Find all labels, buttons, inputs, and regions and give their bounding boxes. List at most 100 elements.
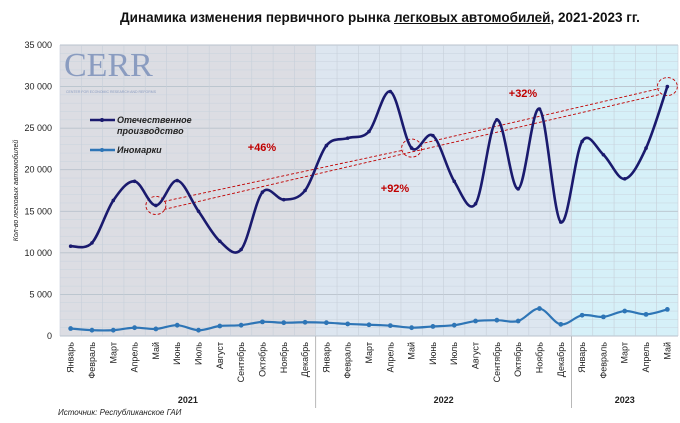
data-point [644,146,648,150]
x-tick-label: Январь [577,342,587,373]
y-tick-label: 10 000 [24,248,52,258]
data-point [345,321,351,327]
data-point [260,190,265,194]
title-part: Динамика изменения первичного рынка [120,10,394,25]
x-tick-label: Июль [194,342,204,365]
data-point [90,241,94,245]
data-point [367,129,371,134]
year-label: 2023 [615,395,635,405]
x-tick-label: Март [108,342,118,364]
data-point [153,326,159,332]
data-point [387,323,393,329]
y-tick-label: 5 000 [29,289,52,299]
data-point [451,322,457,328]
data-point [431,133,435,138]
data-point [601,314,606,320]
data-point [110,327,116,333]
data-point [132,325,137,331]
data-point [580,139,584,144]
data-point [473,202,478,206]
x-tick-label: Июль [449,342,459,365]
annotation-32: +32% [509,88,538,100]
data-point [260,319,265,325]
title-part: , 2021-2023 гг. [550,10,640,25]
data-point [430,324,436,329]
x-tick-label: Апрель [130,342,140,373]
y-tick-label: 25 000 [24,123,52,133]
x-tick-label: Ноябрь [534,342,544,374]
data-point [366,322,372,328]
highlight-circle [145,196,167,215]
x-tick-label: Февраль [598,342,608,379]
data-point [218,239,222,244]
x-tick-label: Февраль [87,342,97,379]
data-point [196,209,201,214]
y-tick-label: 30 000 [24,82,52,92]
data-point [239,247,243,252]
data-point [643,311,649,317]
x-tick-label: Январь [321,342,331,373]
data-point [302,319,308,325]
data-point [388,89,393,94]
data-point [111,198,116,203]
x-tick-label: Апрель [385,342,395,373]
data-point [68,326,74,331]
annotation-92: +92% [381,183,410,195]
x-tick-label: Июнь [428,342,438,365]
x-tick-label: Март [620,342,630,364]
data-point [409,146,414,150]
data-point [558,220,563,224]
y-axis-label: Кол-во легковых автомобилей [12,140,20,242]
x-tick-label: Май [151,342,161,360]
data-point [324,143,329,148]
data-point [238,322,244,328]
cerr-logo-subtitle: CENTER FOR ECONOMIC RESEARCH AND REFORMS [66,90,157,94]
data-point [196,327,201,333]
data-point [281,320,287,326]
year-label: 2022 [434,395,454,405]
data-point [664,306,670,312]
x-tick-label: Январь [66,342,76,373]
data-point [537,107,542,111]
data-point [175,178,180,183]
x-tick-label: Февраль [343,342,353,379]
data-point [132,179,137,184]
data-point [303,188,307,193]
data-point [409,325,415,331]
y-tick-label: 0 [47,331,52,341]
data-point [515,318,521,324]
data-point [495,118,499,122]
x-tick-label: Октябрь [257,342,267,377]
x-tick-label: Октябрь [513,342,523,377]
growth-line-32 [419,88,660,145]
title-underlined: легковых автомобилей [393,10,551,25]
data-point [558,321,564,327]
growth-line-46 [163,149,404,202]
legend-label-cont: производство [117,126,184,136]
legend-marker [100,148,104,152]
data-point [217,323,223,329]
data-point [452,179,457,184]
x-tick-label: Декабрь [556,342,566,377]
data-point [494,317,500,323]
x-tick-label: Сентябрь [492,342,502,383]
legend-label: Отечественное [117,115,192,125]
x-tick-label: Декабрь [300,342,310,377]
x-tick-label: Август [471,342,481,369]
data-point [665,84,670,89]
data-point [516,187,520,191]
x-tick-label: Ноябрь [279,342,289,374]
x-tick-label: Май [407,342,417,360]
highlight-circle [656,77,678,97]
legend-label: Иномарки [117,145,162,155]
x-tick-label: Апрель [641,342,651,373]
data-point [473,318,478,324]
x-tick-label: Март [364,342,374,364]
legend-marker [100,118,104,122]
data-point [579,312,585,318]
y-tick-label: 15 000 [24,206,52,216]
annotation-46: +46% [248,142,277,154]
year-label: 2021 [178,395,198,405]
data-point [345,136,350,140]
